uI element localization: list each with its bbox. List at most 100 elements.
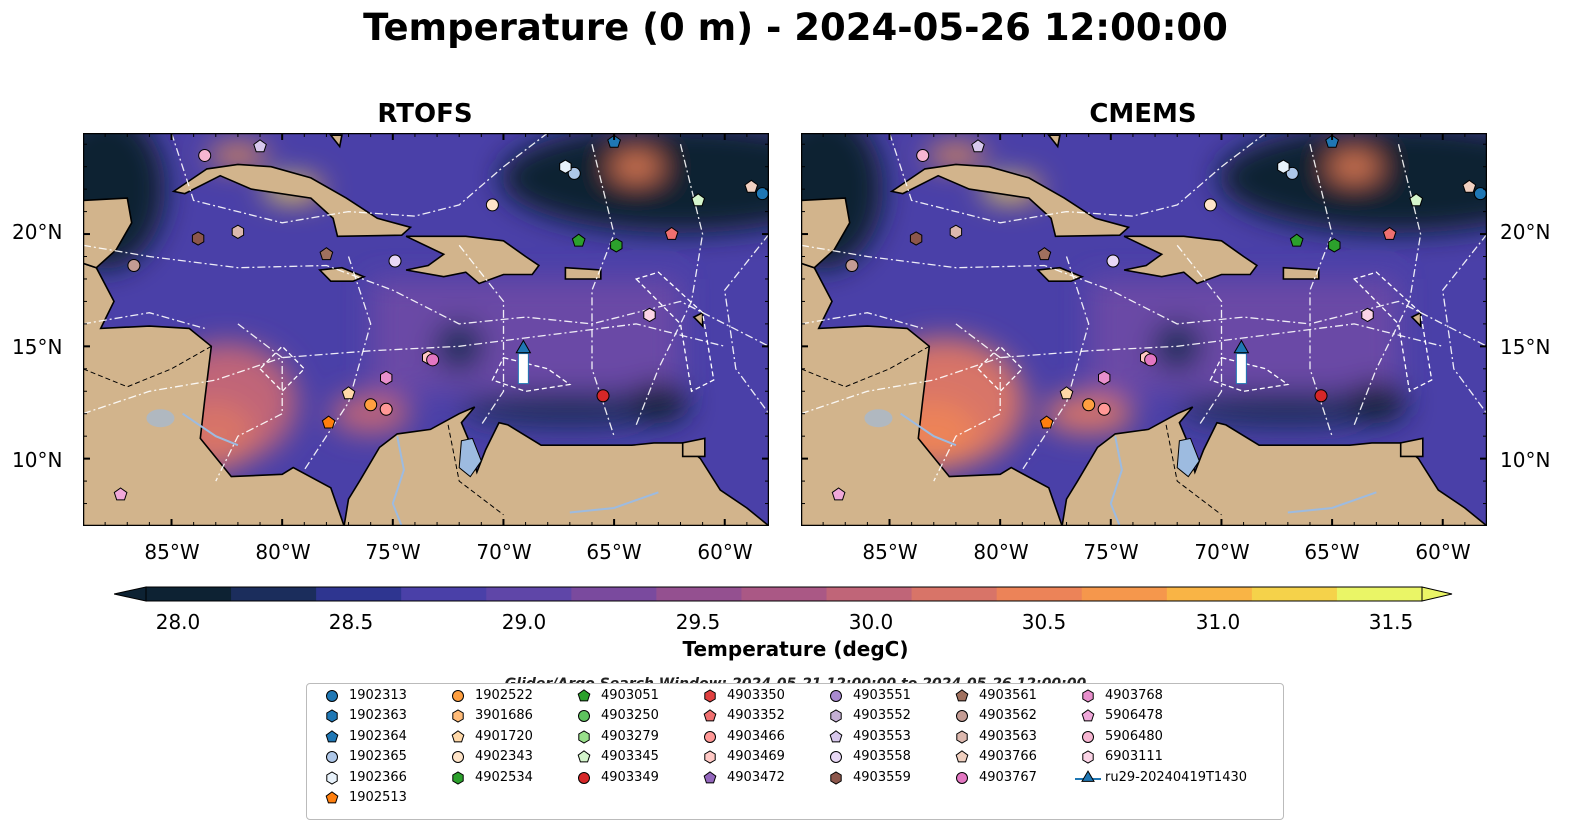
legend-label: 4903250 [601,708,659,724]
float-5906478 [113,487,128,501]
float-4903345 [691,193,706,207]
float-4902534 [610,238,623,253]
land-yucatan [83,197,133,269]
glider-track [1233,339,1250,385]
legend-label: 4903552 [853,708,911,724]
legend-label: 4903472 [727,769,785,785]
glider-track [515,339,532,385]
land-trinidad [1399,437,1424,458]
legend-marker [830,709,842,724]
land-jamaica [1036,266,1085,282]
legend-marker-shape [703,709,717,722]
land-jamaica [318,266,367,282]
colorbar-max-extend [1421,586,1453,602]
float-4903768 [1098,370,1111,385]
legend-label: 4902343 [475,749,533,765]
float-5906478 [831,487,846,501]
lat-label-10n: 10°N [12,448,63,472]
axis-ticks [83,133,769,526]
lon-label-85w: 85°W [144,540,200,564]
legend-marker [703,770,717,783]
cb-tick-6: 31.0 [1195,610,1241,634]
legend-marker-shape [955,689,969,702]
legend-marker [830,770,842,785]
axis-ticks [801,133,1487,526]
float-1902366 [1277,159,1290,174]
legend-marker [325,730,339,743]
land-yucatan [801,197,851,269]
legend-marker-shape [1081,709,1095,722]
lat-label-10n-right: 10°N [1500,448,1551,472]
float-4903768 [380,370,393,385]
float-4903352 [1382,226,1397,240]
float-1902366 [559,159,572,174]
colorbar-segment [996,587,1083,601]
land-hispaniola [405,235,541,285]
legend-marker-shape [578,730,590,744]
legend-marker [578,771,590,784]
legend-marker [326,690,338,702]
float-4903559 [909,231,923,246]
lon-label-60w: 60°W [697,540,753,564]
legend-marker-shape [452,709,464,724]
legend-label: 5906480 [1105,728,1163,744]
lat-label-20n-right: 20°N [1500,220,1551,244]
legend-marker-shape [577,689,591,702]
float-4903466 [1097,402,1111,416]
legend-marker [452,751,464,764]
legend-marker [1081,709,1095,722]
lon-label-80w: 80°W [255,540,311,564]
legend-marker-shape [325,730,339,743]
colorbar-segment [231,587,317,601]
legend-marker-shape [326,770,338,785]
legend-marker [956,730,968,744]
cb-tick-1: 28.5 [328,610,374,634]
lon-label-65w: 65°W [586,540,642,564]
legend-marker [451,730,465,743]
legend-marker [1075,769,1101,782]
legend-marker-shape [956,710,968,723]
float-6903111 [1361,307,1374,323]
legend-label: 6903111 [1105,749,1163,765]
panel-title-rtofs: RTOFS [377,99,473,129]
float-4903767 [1144,353,1158,367]
colorbar-label: Temperature (degC) [682,637,909,661]
colorbar-segment [1336,587,1423,601]
legend-label: 1902366 [349,769,407,785]
float-4902343 [1203,198,1217,212]
legend-label: 4903559 [853,769,911,785]
legend-marker-shape [452,770,464,785]
legend-marker-shape [956,730,968,744]
legend-marker [326,770,338,785]
float-4903553 [971,139,985,153]
float-1902364 [607,134,621,148]
glider-marker [1233,339,1250,354]
float-1902513 [1039,415,1054,429]
eez-boundaries [83,133,769,482]
legend-label: 1902365 [349,749,407,765]
legend-marker [704,750,716,764]
legend-marker-shape [1082,689,1094,703]
float-4903466 [379,402,393,416]
legend-marker [578,710,590,723]
float-4903553 [253,139,267,153]
float-4903345 [1409,193,1424,207]
float-1902522 [364,398,378,412]
legend-marker [452,690,464,702]
eez-boundaries [801,133,1487,482]
float-4902534 [1328,238,1341,253]
legend-label: 4903352 [727,708,785,724]
legend-label: 4903345 [601,749,659,765]
legend-marker-shape [1082,750,1094,764]
float-4903558 [1106,254,1120,268]
float-6903111 [643,307,656,323]
land-cuba [171,163,413,238]
colorbar-segment [826,587,913,601]
legend-marker-shape [829,730,843,743]
legend-marker-shape [704,689,716,703]
float-4903766 [744,179,759,193]
float-4903559 [191,231,205,246]
float-5906480 [916,148,930,162]
colorbar-min-extend [114,586,147,602]
float-4903563 [949,224,963,239]
